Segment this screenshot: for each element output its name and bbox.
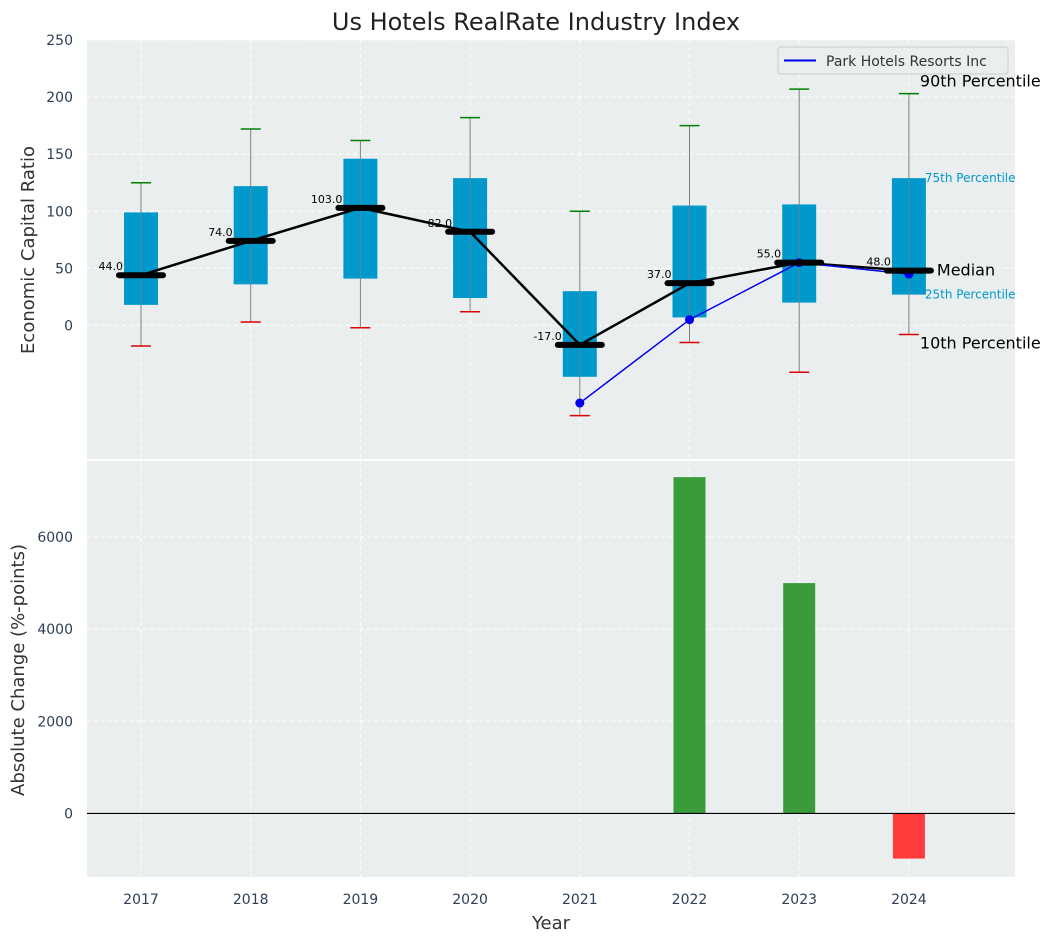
x-tick-label: 2020: [452, 892, 488, 908]
median-value-label: 103.0: [311, 193, 343, 206]
change-bar: [783, 583, 816, 814]
bottom-y-tick-label: 4000: [37, 622, 73, 638]
bottom-y-tick-label: 2000: [37, 714, 73, 730]
annotation-p10: 10th Percentile: [920, 334, 1041, 353]
median-value-label: 48.0: [866, 256, 891, 269]
median-value-label: 44.0: [99, 260, 124, 273]
x-tick-label: 2018: [233, 892, 269, 908]
annotation-p90: 90th Percentile: [920, 72, 1041, 91]
chart-title: Us Hotels RealRate Industry Index: [332, 8, 740, 36]
annotation-median: Median: [937, 261, 995, 280]
x-tick-label: 2023: [781, 892, 817, 908]
top-y-tick-label: 150: [46, 147, 73, 163]
x-tick-label: 2017: [123, 892, 159, 908]
company-point: [575, 398, 585, 408]
bottom-panel-background: [87, 461, 1015, 877]
chart-labels: Us Hotels RealRate Industry Index Econom…: [8, 8, 740, 934]
change-bar: [892, 813, 925, 859]
bottom-y-tick-label: 0: [64, 806, 73, 822]
legend-box: [777, 46, 1009, 75]
median-value-label: -17.0: [533, 330, 561, 343]
top-panel: 0 50 100 150 200 250 44.0 74.0 103.0 82.0 -17.0 37.…: [46, 33, 1041, 459]
top-y-tick-label: 200: [46, 90, 73, 106]
top-y-tick-label: 50: [55, 261, 73, 277]
median-value-label: 74.0: [208, 226, 233, 239]
x-tick-label: 2019: [343, 892, 379, 908]
legend-label: Park Hotels Resorts Inc: [826, 54, 987, 70]
median-line: [140, 206, 909, 347]
company-line: [579, 261, 909, 404]
company-point: [685, 315, 694, 325]
x-tick-label: 2022: [672, 892, 708, 908]
top-y-axis-title: Economic Capital Ratio: [18, 146, 39, 354]
median-value-label: 37.0: [647, 268, 672, 281]
change-bar: [673, 477, 706, 814]
x-tick-label: 2021: [562, 892, 598, 908]
top-y-tick-label: 250: [46, 33, 73, 49]
bottom-panel: 0 2000 4000 6000 2017 2018 2019 2020 2021 2022 202…: [37, 461, 1015, 908]
bottom-y-axis-title: Absolute Change (%-points): [8, 544, 29, 796]
bottom-y-tick-label: 6000: [37, 530, 73, 546]
median-value-label: 82.0: [428, 217, 453, 230]
top-y-tick-label: 100: [46, 204, 73, 220]
x-tick-label: 2024: [891, 892, 927, 908]
annotation-p25: 25th Percentile: [925, 288, 1016, 302]
annotation-p75: 75th Percentile: [925, 171, 1016, 185]
top-y-tick-label: 0: [64, 318, 73, 334]
x-axis-title: Year: [531, 913, 571, 934]
median-value-label: 55.0: [757, 248, 782, 261]
